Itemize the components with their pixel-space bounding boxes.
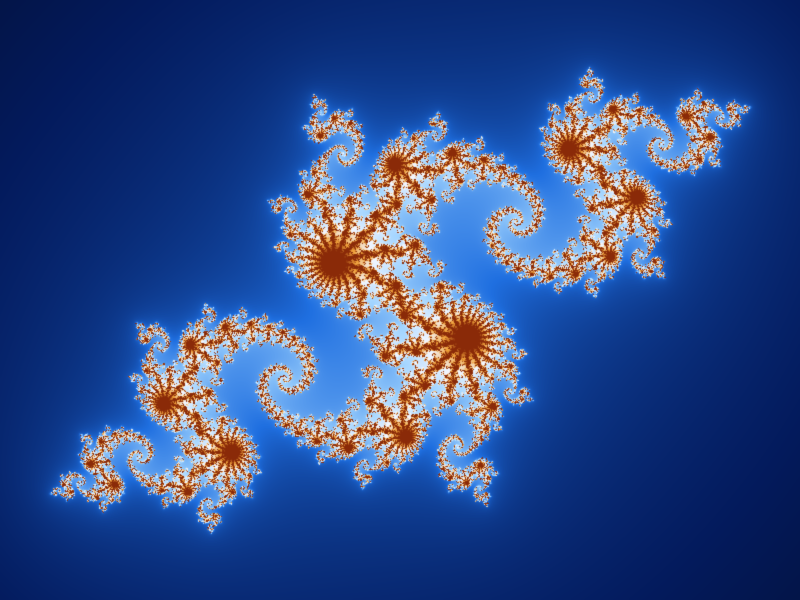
julia-set-fractal — [0, 0, 800, 600]
fractal-scene — [0, 0, 800, 600]
